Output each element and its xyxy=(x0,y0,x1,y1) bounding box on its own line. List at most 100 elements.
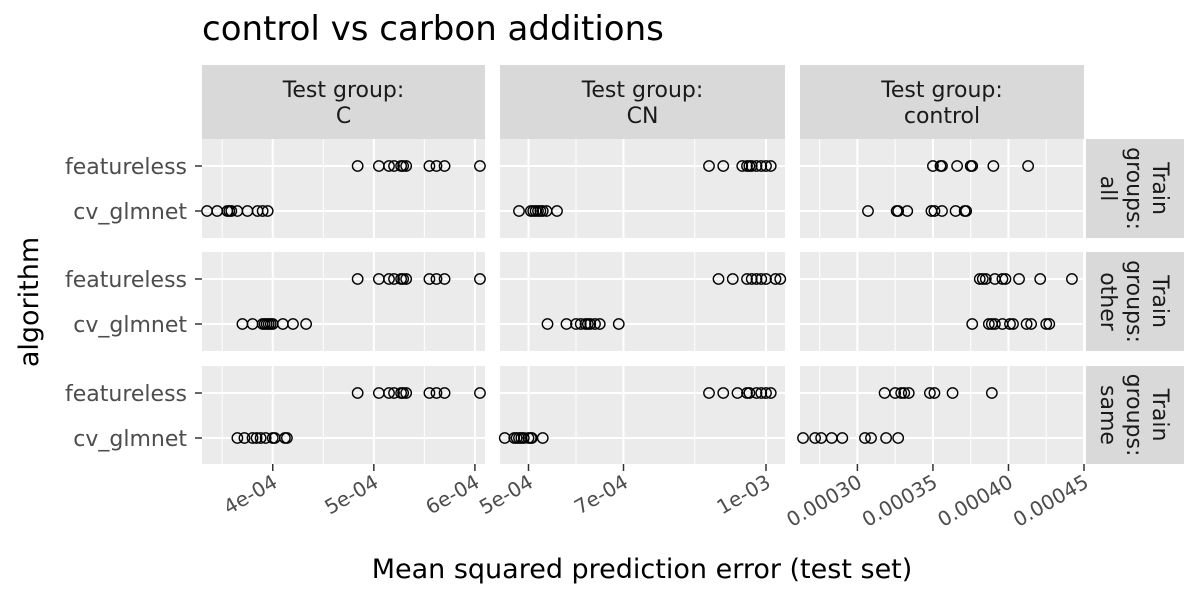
facet-strip-column-label: CN xyxy=(627,104,659,129)
y-tick-label: featureless xyxy=(65,155,187,180)
data-point xyxy=(1043,318,1056,330)
data-point xyxy=(498,432,511,444)
data-point xyxy=(1066,273,1078,285)
data-point xyxy=(988,318,1001,330)
data-point xyxy=(895,387,908,399)
data-point xyxy=(951,160,964,172)
facet-strip-row xyxy=(1086,252,1184,351)
data-point xyxy=(1040,318,1053,330)
data-point xyxy=(593,318,606,330)
data-point xyxy=(517,432,530,444)
facet-strip-column xyxy=(800,65,1084,139)
data-point xyxy=(570,318,582,330)
facet-strip-row-label: same xyxy=(1095,385,1120,445)
data-point xyxy=(809,432,822,444)
data-point xyxy=(300,318,313,330)
data-point xyxy=(1004,318,1016,330)
x-tick-label: 5e-04 xyxy=(475,470,537,520)
x-tick-label: 7e-04 xyxy=(570,470,632,520)
facet-strip-row-label: groups: xyxy=(1121,147,1146,230)
data-point xyxy=(397,160,410,172)
data-point xyxy=(999,273,1012,285)
data-point xyxy=(750,387,763,399)
data-point xyxy=(703,387,715,399)
data-point xyxy=(612,318,625,330)
data-point xyxy=(423,160,436,172)
panel-background xyxy=(800,366,1084,464)
data-point xyxy=(397,387,410,399)
data-point xyxy=(745,160,758,172)
data-point xyxy=(892,205,905,217)
facet-strip-row xyxy=(1086,366,1184,464)
data-point xyxy=(574,318,587,330)
data-point xyxy=(474,273,486,285)
data-point xyxy=(731,387,744,399)
data-point xyxy=(246,432,259,444)
data-point xyxy=(397,273,410,285)
data-point xyxy=(388,387,400,399)
data-point xyxy=(256,205,269,217)
data-point xyxy=(743,387,756,399)
data-point xyxy=(513,205,525,217)
data-point xyxy=(774,273,787,285)
y-tick-label: cv_glmnet xyxy=(73,200,187,225)
data-point xyxy=(928,205,941,217)
data-point xyxy=(712,273,725,285)
data-point xyxy=(966,318,979,330)
panel-background xyxy=(202,366,485,464)
data-point xyxy=(927,160,939,172)
data-point xyxy=(1013,273,1025,285)
data-point xyxy=(438,160,451,172)
data-point xyxy=(551,205,563,217)
data-point xyxy=(797,432,809,444)
data-point xyxy=(717,387,730,399)
panel-background xyxy=(202,139,485,238)
data-point xyxy=(755,273,768,285)
data-point xyxy=(966,160,979,172)
data-point xyxy=(430,160,443,172)
data-point xyxy=(979,273,992,285)
data-point xyxy=(1020,318,1033,330)
data-point xyxy=(1025,318,1038,330)
facet-strip-column xyxy=(202,65,485,139)
panel-background xyxy=(800,139,1084,238)
x-tick-label: 1e-03 xyxy=(713,470,775,520)
x-tick-label: 0.00045 xyxy=(1009,470,1093,532)
data-point xyxy=(560,318,573,330)
panel-background xyxy=(500,366,785,464)
data-point xyxy=(383,273,395,285)
data-point xyxy=(351,273,364,285)
data-point xyxy=(541,318,554,330)
panel-background xyxy=(500,252,785,351)
data-point xyxy=(769,273,782,285)
facet-strip-column-label: Test group: xyxy=(581,78,704,103)
data-point xyxy=(1022,160,1035,172)
data-point xyxy=(892,432,905,444)
chart-title: control vs carbon additions xyxy=(202,9,664,49)
data-point xyxy=(423,273,436,285)
x-axis-title: Mean squared prediction error (test set) xyxy=(372,554,913,585)
y-axis-title: algorithm xyxy=(14,237,45,367)
data-point xyxy=(474,387,486,399)
data-point xyxy=(898,387,911,399)
facet-strip-column xyxy=(500,65,785,139)
data-point xyxy=(383,387,395,399)
y-tick-label: featureless xyxy=(65,268,187,293)
data-point xyxy=(750,273,763,285)
data-point xyxy=(924,387,936,399)
data-point xyxy=(745,273,758,285)
data-point xyxy=(231,432,244,444)
x-tick-label: 5e-04 xyxy=(320,470,382,520)
data-point xyxy=(862,205,874,217)
data-point xyxy=(254,432,267,444)
y-tick-label: cv_glmnet xyxy=(73,313,187,338)
panel-background xyxy=(202,252,485,351)
data-point xyxy=(936,205,948,217)
y-tick-label: cv_glmnet xyxy=(73,427,187,452)
facet-strip-row-label: all xyxy=(1095,176,1120,202)
data-point xyxy=(946,387,959,399)
data-point xyxy=(836,432,849,444)
